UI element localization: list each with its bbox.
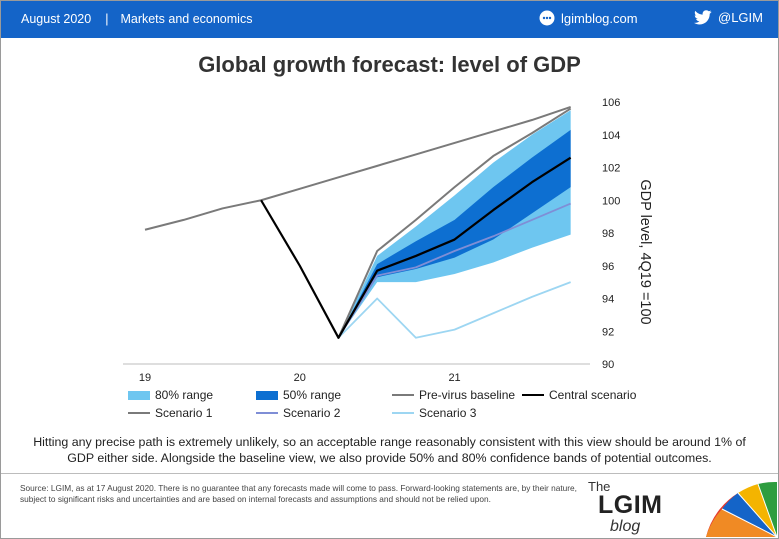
legend-item-scenario2: Scenario 2 (256, 406, 340, 420)
y-axis-label: GDP level, 4Q19 =100 (637, 179, 653, 324)
header-separator: | (105, 12, 109, 26)
legend-swatch-range80 (128, 390, 150, 400)
logo-lgim: LGIM (598, 491, 663, 519)
y-tick-label: 104 (602, 130, 620, 142)
footer-divider (1, 473, 778, 474)
legend-swatch-scenario2 (256, 412, 278, 414)
logo-the: The (588, 479, 611, 494)
umbrella-icon (706, 481, 777, 537)
lgim-blog-logo: The LGIM blog (588, 479, 777, 537)
legend-swatch-baseline (392, 394, 414, 396)
legend-label-range50: 50% range (283, 388, 342, 402)
line-scenario3 (337, 281, 571, 339)
y-tick-label: 90 (602, 359, 614, 371)
blog-link[interactable]: lgimblog.com (539, 10, 638, 26)
y-tick-label: 92 (602, 326, 614, 338)
legend-item-range80: 80% range (128, 388, 213, 402)
twitter-handle: @LGIM (718, 10, 763, 25)
legend-item-scenario1: Scenario 1 (128, 406, 212, 420)
x-tick-label: 19 (139, 372, 151, 384)
legend-swatch-range50 (256, 390, 278, 400)
y-tick-label: 96 (602, 261, 614, 273)
chart-caption: Hitting any precise path is extremely un… (33, 435, 746, 465)
y-tick-label: 98 (602, 228, 614, 240)
confidence-bands (338, 110, 571, 338)
x-tick-label: 20 (294, 372, 306, 384)
chat-bubble-icon (539, 10, 555, 26)
y-tick-label: 100 (602, 195, 620, 207)
chart-title: Global growth forecast: level of GDP (198, 52, 581, 77)
legend-label-range80: 80% range (155, 388, 214, 402)
y-tick-label: 102 (602, 163, 620, 175)
line-central (260, 156, 572, 339)
legend-item-baseline: Pre-virus baseline (392, 388, 515, 402)
chart-axes: 90 92 94 96 98 100 102 104 106 19 20 21 (123, 97, 620, 384)
header-date: August 2020 (21, 12, 92, 26)
legend-swatch-scenario1 (128, 412, 150, 414)
header-section: Markets and economics (120, 12, 253, 26)
gdp-forecast-chart: 90 92 94 96 98 100 102 104 106 19 20 21 GDP level, … (123, 97, 653, 384)
legend-item-range50: 50% range (256, 388, 341, 402)
y-tick-label: 106 (602, 97, 620, 109)
legend-label-scenario3: Scenario 3 (419, 406, 477, 420)
legend-label-scenario1: Scenario 1 (155, 406, 213, 420)
x-tick-label: 21 (448, 372, 460, 384)
line-scenario1 (337, 107, 572, 339)
legend-item-central: Central scenario (522, 388, 636, 402)
y-tick-label: 94 (602, 294, 614, 306)
line-baseline (144, 105, 571, 231)
line-scenario2 (337, 202, 572, 339)
legend-label-scenario2: Scenario 2 (283, 406, 341, 420)
twitter-link[interactable]: @LGIM (694, 10, 763, 25)
legend-swatch-scenario3 (392, 412, 414, 414)
legend-item-scenario3: Scenario 3 (392, 406, 476, 420)
source-note: Source: LGIM, as at 17 August 2020. Ther… (20, 483, 577, 504)
legend-label-central: Central scenario (549, 388, 637, 402)
header-bar: August 2020 | Markets and economics lgimbl… (1, 1, 778, 38)
band-range50 (338, 129, 571, 338)
legend-label-baseline: Pre-virus baseline (419, 388, 516, 402)
legend-swatch-central (522, 394, 544, 396)
series-lines (144, 105, 572, 339)
blog-link-text: lgimblog.com (561, 10, 638, 26)
logo-blog: blog (610, 518, 641, 535)
twitter-icon (694, 10, 712, 25)
header-left: August 2020 | Markets and economics (21, 12, 252, 26)
